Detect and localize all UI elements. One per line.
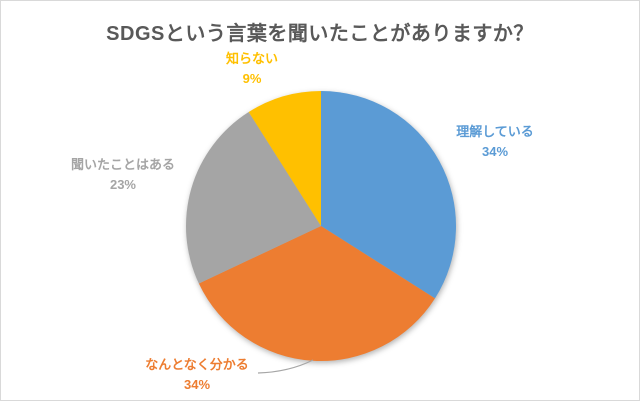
data-label-category: なんとなく分かる <box>145 357 249 372</box>
data-label-percent: 23% <box>109 177 137 192</box>
data-label-percent: 34% <box>481 144 509 159</box>
data-label-category: 知らない <box>225 51 279 66</box>
pie-slices <box>186 91 456 361</box>
data-label-nantonaku: なんとなく分かる 34% <box>145 355 249 395</box>
pie-slice-1[interactable] <box>198 226 435 361</box>
pie-slice-3[interactable] <box>248 91 321 226</box>
chart-title: SDGSという言葉を聞いたことがありますか？ <box>106 23 534 45</box>
data-label-rikai: 理解している 34% <box>456 122 534 162</box>
pie-slice-2[interactable] <box>186 112 321 284</box>
pie-slice-0[interactable] <box>321 91 456 299</box>
data-label-percent: 9% <box>242 71 262 86</box>
leader-line <box>257 359 314 374</box>
data-label-category: 聞いたことはある <box>70 157 176 172</box>
data-label-shiranai: 知らない 9% <box>226 49 278 89</box>
data-label-kiita: 聞いたことはある 23% <box>71 155 175 195</box>
data-label-percent: 34% <box>183 377 211 392</box>
data-label-category: 理解している <box>456 124 534 139</box>
